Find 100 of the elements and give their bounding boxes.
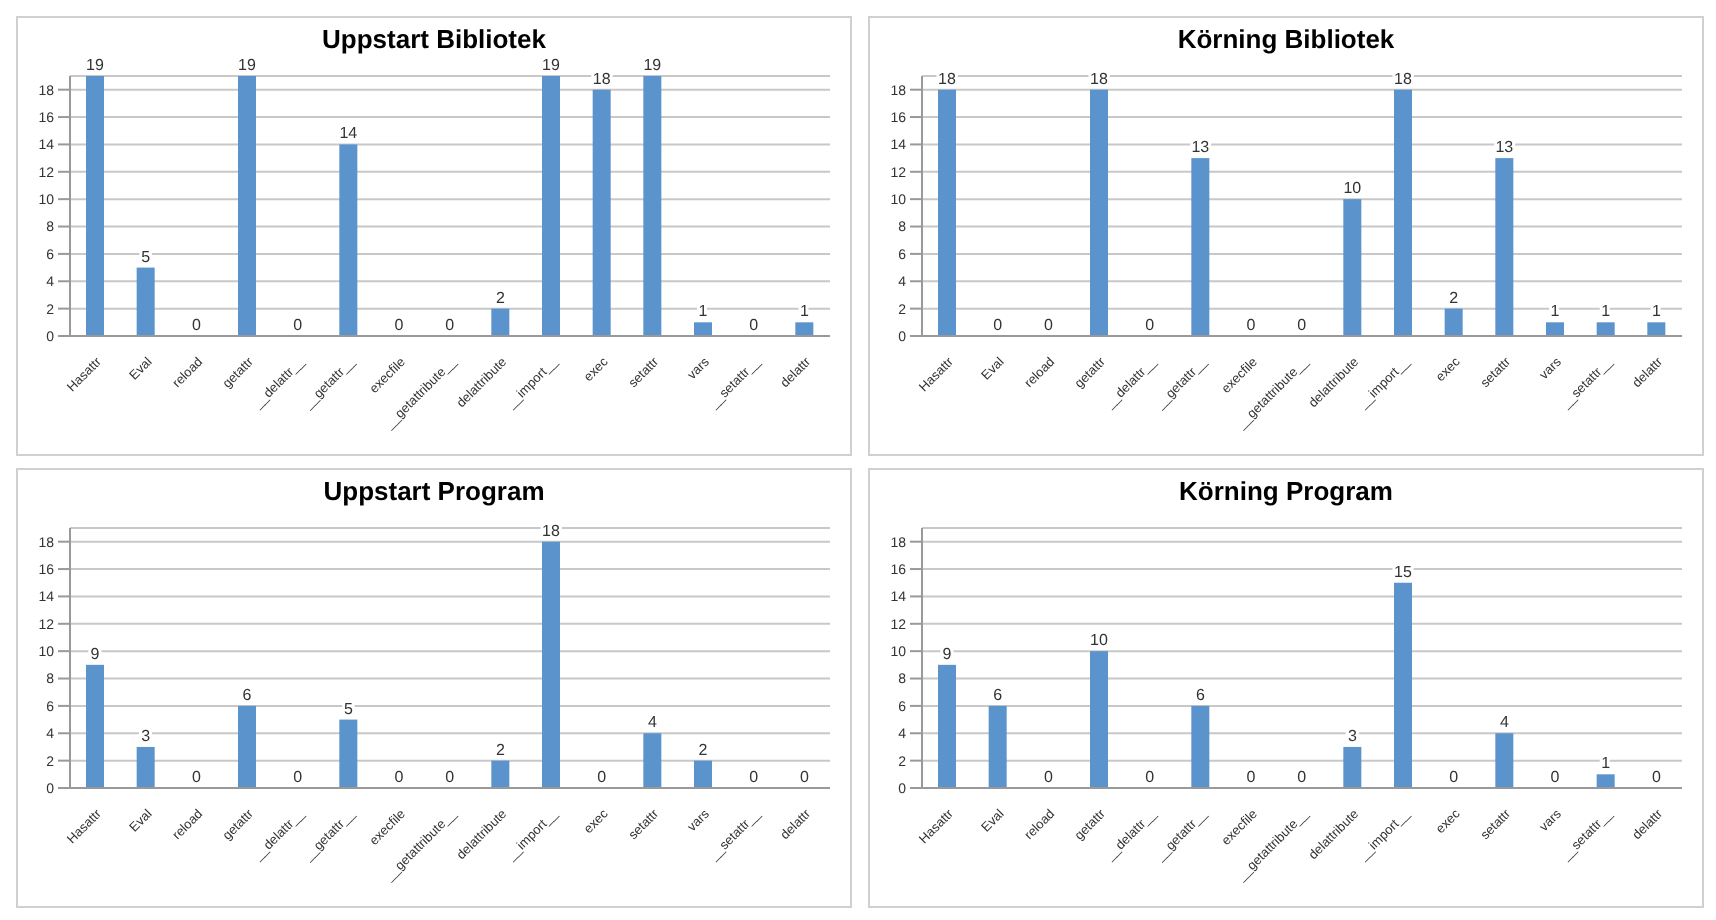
data-label: 4 xyxy=(647,713,658,732)
bar xyxy=(938,664,956,788)
chart-title: Uppstart Bibliotek xyxy=(320,22,548,56)
data-label: 19 xyxy=(238,56,257,74)
bar xyxy=(643,76,662,336)
data-label: 1 xyxy=(1601,302,1612,321)
bar xyxy=(1546,322,1564,336)
bar xyxy=(542,541,560,788)
chart-title: Körning Bibliotek xyxy=(1175,22,1397,56)
data-label: 3 xyxy=(141,726,152,745)
data-label: 5 xyxy=(141,247,152,266)
data-label: 0 xyxy=(394,768,405,786)
data-label: 18 xyxy=(938,69,957,88)
data-label: 6 xyxy=(1195,685,1206,704)
bar xyxy=(795,322,814,336)
data-label: 2 xyxy=(495,740,506,759)
bar xyxy=(1090,651,1108,788)
data-label: 0 xyxy=(1145,316,1156,334)
data-label: 0 xyxy=(749,768,760,786)
bar xyxy=(86,76,104,336)
data-label: 2 xyxy=(495,288,506,307)
data-label: 1 xyxy=(1601,754,1612,773)
data-label: 0 xyxy=(293,316,304,334)
bar xyxy=(1495,733,1514,788)
data-label: 4 xyxy=(1499,713,1510,732)
bar xyxy=(938,89,956,336)
data-label: 13 xyxy=(1191,138,1211,157)
data-label: 9 xyxy=(942,644,953,663)
data-label: 0 xyxy=(799,768,810,786)
bar xyxy=(694,322,712,336)
data-label: 0 xyxy=(1297,316,1308,334)
bar xyxy=(491,308,510,336)
bar xyxy=(339,719,358,788)
bar xyxy=(1090,89,1108,336)
bar xyxy=(1647,322,1666,336)
bar xyxy=(1191,158,1210,336)
data-label: 0 xyxy=(1043,316,1054,334)
data-label: 19 xyxy=(542,56,561,74)
bar xyxy=(1596,322,1615,336)
data-label: 0 xyxy=(597,768,608,786)
bar xyxy=(1343,199,1362,336)
data-label: 1 xyxy=(799,302,810,321)
data-label: 0 xyxy=(445,768,456,786)
data-label: 0 xyxy=(1246,316,1257,334)
data-label: 1 xyxy=(1550,302,1561,321)
data-label: 10 xyxy=(1343,179,1363,198)
data-label: 2 xyxy=(1449,288,1460,307)
data-label: 5 xyxy=(343,699,354,718)
bar xyxy=(238,705,256,788)
bar xyxy=(1394,582,1412,788)
bar xyxy=(1191,705,1210,788)
data-label: 19 xyxy=(643,56,663,74)
data-label: 18 xyxy=(542,521,561,540)
data-label: 0 xyxy=(993,316,1004,334)
bar xyxy=(542,76,560,336)
data-label: 6 xyxy=(242,685,253,704)
data-label: 18 xyxy=(1090,69,1109,88)
data-label: 0 xyxy=(191,768,202,786)
bar xyxy=(339,144,358,336)
bar xyxy=(1394,89,1412,336)
data-label: 2 xyxy=(698,740,709,759)
bar xyxy=(1343,746,1362,788)
data-label: 1 xyxy=(1651,302,1662,321)
bar xyxy=(86,664,104,788)
bar xyxy=(694,760,712,788)
data-label: 6 xyxy=(993,685,1004,704)
data-label: 0 xyxy=(1651,768,1662,786)
data-label: 0 xyxy=(749,316,760,334)
data-label: 14 xyxy=(339,124,359,143)
bar xyxy=(592,89,611,336)
data-label: 0 xyxy=(293,768,304,786)
data-label: 0 xyxy=(1550,768,1561,786)
data-label: 18 xyxy=(592,69,612,88)
chart-title: Körning Program xyxy=(1177,474,1395,508)
data-label: 0 xyxy=(1449,768,1460,786)
data-label: 0 xyxy=(1297,768,1308,786)
bar xyxy=(988,705,1007,788)
bar xyxy=(1444,308,1463,336)
data-label: 9 xyxy=(90,644,101,663)
data-label: 0 xyxy=(1043,768,1054,786)
data-label: 0 xyxy=(445,316,456,334)
bar xyxy=(238,76,256,336)
bar xyxy=(136,746,155,788)
data-label: 18 xyxy=(1394,69,1413,88)
data-label: 13 xyxy=(1495,138,1515,157)
data-label: 0 xyxy=(191,316,202,334)
bar xyxy=(1495,158,1514,336)
data-label: 0 xyxy=(1246,768,1257,786)
data-label: 0 xyxy=(394,316,405,334)
bar xyxy=(491,760,510,788)
bar xyxy=(1596,774,1615,788)
data-label: 10 xyxy=(1090,631,1109,650)
bar xyxy=(136,267,155,336)
data-label: 0 xyxy=(1145,768,1156,786)
bar xyxy=(643,733,662,788)
data-label: 19 xyxy=(86,56,105,74)
chart-title: Uppstart Program xyxy=(321,474,547,508)
data-label: 15 xyxy=(1394,562,1413,581)
data-label: 1 xyxy=(698,302,709,321)
data-label: 3 xyxy=(1347,726,1358,745)
